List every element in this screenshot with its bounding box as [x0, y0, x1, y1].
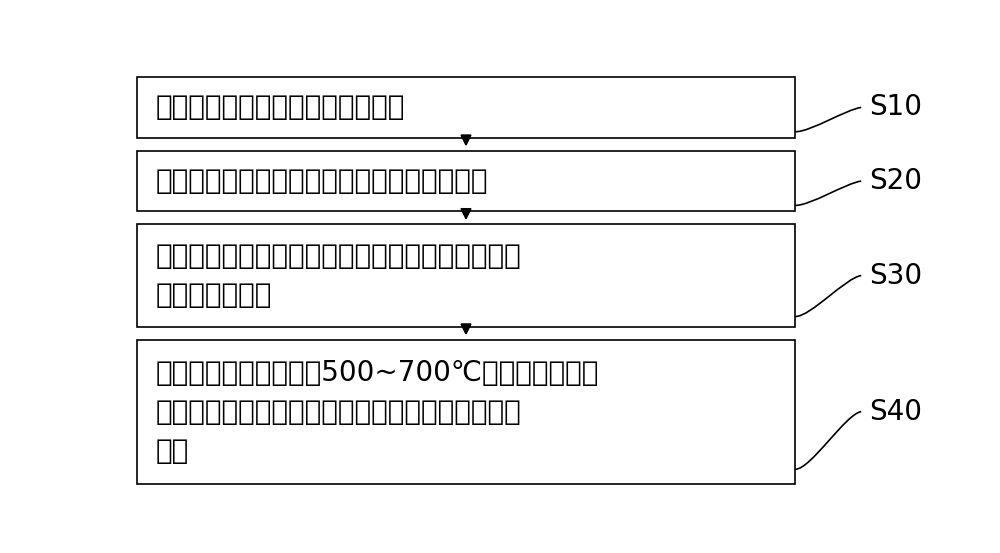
Text: S40: S40: [869, 398, 922, 426]
Text: 将铝灰终灰初筛去渣后研磨处理；: 将铝灰终灰初筛去渣后研磨处理；: [156, 93, 405, 122]
Text: S20: S20: [869, 167, 922, 195]
Text: S30: S30: [869, 262, 922, 290]
Bar: [137, 340, 795, 484]
Text: 将所述第一混合物置于500~700℃的电阻炉中焙烧
一定时间，焙烧结束后取出研磨，完成催化脱氮过
程；: 将所述第一混合物置于500~700℃的电阻炉中焙烧 一定时间，焙烧结束后取出研磨…: [156, 358, 599, 465]
Text: 将研磨处理后铝灰终灰水洗，除去可溶性盐；: 将研磨处理后铝灰终灰水洗，除去可溶性盐；: [156, 167, 488, 195]
Text: 将去除可溶性盐的铝灰终灰与催化剂混合均匀，获
得第一混合物；: 将去除可溶性盐的铝灰终灰与催化剂混合均匀，获 得第一混合物；: [156, 242, 522, 309]
Text: S10: S10: [869, 93, 922, 122]
Bar: [137, 77, 795, 138]
Bar: [137, 225, 795, 327]
Bar: [137, 150, 795, 211]
